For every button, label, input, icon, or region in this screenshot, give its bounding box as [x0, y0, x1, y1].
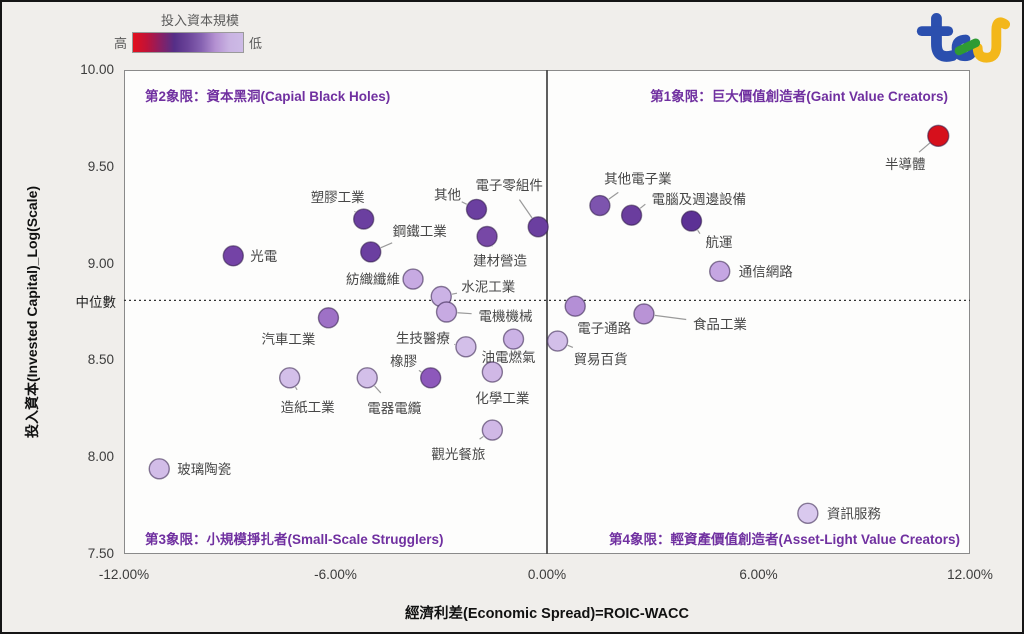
y-tick-label: 7.50: [87, 546, 114, 561]
data-point-label: 航運: [706, 235, 734, 250]
data-point-電機機械[interactable]: [435, 301, 458, 323]
data-point-label: 食品工業: [693, 316, 747, 332]
data-point-label: 橡膠: [390, 354, 417, 369]
quadrant-1-label: 第1象限：巨大價值創造者(Gaint Value Creators): [650, 89, 948, 104]
data-point-貿易百貨[interactable]: [546, 330, 569, 352]
data-point-造紙工業[interactable]: [278, 367, 301, 389]
data-point-鋼鐵工業[interactable]: [360, 241, 382, 263]
x-tick-label: -6.00%: [314, 567, 357, 582]
data-point-食品工業[interactable]: [633, 303, 655, 325]
data-point-label: 紡織纖維: [346, 272, 400, 287]
data-point-label: 油電燃氣: [482, 349, 536, 365]
data-point-汽車工業[interactable]: [317, 307, 340, 329]
data-point-label: 電器電纜: [367, 400, 421, 416]
legend-title: 投入資本規模: [160, 13, 239, 28]
data-point-label: 造紙工業: [281, 400, 335, 415]
plot-area: [124, 70, 970, 554]
data-point-半導體[interactable]: [927, 124, 950, 148]
data-point-觀光餐旅[interactable]: [481, 419, 504, 441]
x-tick-label: -12.00%: [98, 567, 150, 582]
data-point-其他電子業[interactable]: [589, 194, 611, 217]
x-tick-label: 0.00%: [527, 567, 567, 582]
quadrant-3-label: 第3象限：小規模掙扎者(Small-Scale Strugglers): [145, 532, 444, 547]
data-point-通信網路[interactable]: [709, 260, 731, 283]
data-point-label: 玻璃陶瓷: [177, 461, 231, 477]
data-point-label: 鋼鐵工業: [393, 223, 447, 239]
data-point-label: 電子零組件: [475, 178, 543, 193]
data-point-label: 資訊服務: [827, 506, 881, 521]
data-point-label: 觀光餐旅: [431, 447, 485, 462]
y-tick-label: 8.50: [87, 352, 114, 368]
data-point-label: 半導體: [885, 157, 926, 172]
tej-logo: [916, 12, 1011, 63]
y-axis-title: 投入資本(Invested Capital)_Log(Scale): [24, 185, 40, 439]
data-point-光電[interactable]: [222, 245, 244, 267]
data-point-label: 貿易百貨: [574, 351, 628, 367]
data-point-label: 化學工業: [475, 391, 529, 406]
data-point-label: 電機機械: [479, 309, 533, 324]
y-tick-label: 8.00: [87, 449, 114, 465]
data-point-電子通路[interactable]: [564, 295, 586, 317]
y-tick-label: 9.00: [87, 255, 114, 271]
data-point-label: 其他電子業: [604, 172, 672, 187]
data-point-航運[interactable]: [680, 210, 703, 232]
data-point-資訊服務[interactable]: [797, 502, 819, 525]
data-point-其他[interactable]: [465, 198, 488, 221]
legend-low-label: 低: [249, 36, 263, 51]
quadrant-2-label: 第2象限：資本黑洞(Capial Black Holes): [145, 89, 391, 104]
data-point-label: 其他: [434, 187, 461, 202]
data-point-label: 通信網路: [739, 264, 793, 279]
data-point-建材營造[interactable]: [476, 225, 498, 248]
data-point-塑膠工業[interactable]: [353, 208, 375, 230]
data-point-label: 建材營造: [473, 253, 527, 268]
data-point-label: 水泥工業: [461, 280, 515, 295]
y-tick-label: 10.00: [80, 62, 114, 77]
data-point-電腦及週邊設備[interactable]: [620, 204, 643, 226]
data-point-電子零組件[interactable]: [527, 216, 549, 238]
legend-high-label: 高: [114, 36, 128, 51]
data-point-油電燃氣[interactable]: [502, 328, 525, 350]
data-point-電器電纜[interactable]: [356, 367, 378, 389]
data-point-label: 塑膠工業: [311, 190, 365, 205]
median-tick-label: 中位數: [75, 295, 117, 311]
data-point-紡織纖維[interactable]: [402, 268, 424, 290]
quadrant-4-label: 第4象限：輕資產價值創造者(Asset-Light Value Creators…: [608, 532, 960, 547]
y-tick-label: 9.50: [87, 158, 114, 174]
data-point-生技醫療[interactable]: [455, 336, 477, 358]
data-point-label: 汽車工業: [261, 332, 315, 347]
color-legend: 投入資本規模 高 低: [114, 10, 314, 53]
data-point-玻璃陶瓷[interactable]: [148, 458, 170, 480]
data-point-化學工業[interactable]: [481, 361, 504, 383]
x-axis-title: 經濟利差(Economic Spread)=ROIC-WACC: [405, 606, 689, 622]
x-tick-label: 6.00%: [739, 567, 778, 582]
data-point-label: 生技醫療: [396, 330, 450, 346]
data-point-label: 電子通路: [577, 321, 631, 336]
data-point-橡膠[interactable]: [419, 367, 442, 389]
data-point-label: 光電: [250, 249, 277, 264]
legend-gradient-bar: [132, 32, 245, 53]
data-point-label: 電腦及週邊設備: [652, 192, 747, 207]
x-tick-label: 12.00%: [947, 567, 993, 582]
